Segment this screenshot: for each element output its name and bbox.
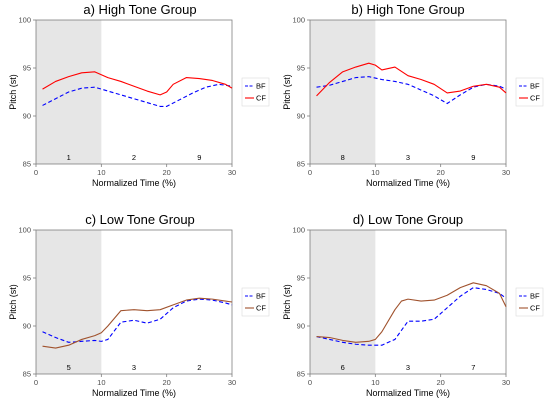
y-tick-label: 95 (297, 64, 305, 73)
y-tick-label: 100 (18, 226, 31, 235)
panel-title: a) High Tone Group (83, 2, 196, 17)
segment-label: 8 (341, 153, 345, 162)
x-tick-label: 20 (436, 168, 444, 177)
y-axis-title: Pitch (st) (8, 284, 18, 320)
x-tick-label: 10 (371, 378, 379, 387)
y-tick-label: 95 (297, 274, 305, 283)
legend-label: CF (530, 304, 540, 313)
x-tick-label: 30 (502, 168, 510, 177)
segment-label: 6 (341, 363, 345, 372)
x-tick-label: 0 (34, 168, 38, 177)
segment-label: 7 (471, 363, 475, 372)
series-line-cf (42, 297, 233, 349)
y-axis-title: Pitch (st) (282, 74, 292, 110)
y-tick-label: 85 (297, 370, 305, 379)
y-tick-label: 85 (23, 370, 31, 379)
plot-frame (309, 229, 507, 375)
y-tick-label: 90 (23, 112, 31, 121)
series-line-bf (316, 76, 507, 105)
x-axis-title: Normalized Time (%) (366, 178, 450, 188)
legend-label: BF (530, 292, 540, 301)
x-axis-title: Normalized Time (%) (92, 178, 176, 188)
segment-label: 9 (197, 153, 201, 162)
x-axis-title: Normalized Time (%) (366, 388, 450, 398)
x-tick-label: 10 (97, 168, 105, 177)
plot-frame (35, 19, 233, 165)
x-tick-label: 0 (308, 168, 312, 177)
series-line-bf (316, 287, 507, 346)
x-tick-label: 30 (502, 378, 510, 387)
panel-title: d) Low Tone Group (353, 212, 463, 227)
y-tick-label: 85 (23, 160, 31, 169)
legend-box (515, 77, 544, 107)
y-tick-label: 90 (23, 322, 31, 331)
segment-label: 5 (67, 363, 71, 372)
y-axis-title: Pitch (st) (8, 74, 18, 110)
x-tick-label: 20 (162, 378, 170, 387)
y-tick-label: 90 (297, 322, 305, 331)
legend-label: BF (256, 82, 266, 91)
series-line-cf (42, 71, 233, 96)
shaded-region (36, 230, 102, 374)
chart-panel-3: c) Low Tone Group 85 90 95 100 0 10 20 30 Normali… (8, 212, 270, 398)
x-tick-label: 20 (162, 168, 170, 177)
y-tick-label: 85 (297, 160, 305, 169)
x-tick-label: 30 (228, 168, 236, 177)
y-tick-label: 100 (292, 226, 305, 235)
y-tick-label: 95 (23, 64, 31, 73)
series-line-cf (316, 62, 507, 97)
series-line-bf (42, 83, 233, 107)
x-tick-label: 10 (97, 378, 105, 387)
legend-box (515, 287, 544, 317)
panel-title: c) Low Tone Group (85, 212, 195, 227)
legend-label: BF (530, 82, 540, 91)
legend-label: CF (256, 304, 266, 313)
chart-panel-1: a) High Tone Group 85 90 95 100 0 10 20 30 Normal… (8, 2, 270, 188)
legend-label: CF (256, 94, 266, 103)
y-tick-label: 95 (23, 274, 31, 283)
y-tick-label: 100 (18, 16, 31, 25)
segment-label: 3 (406, 363, 410, 372)
chart-panel-4: d) Low Tone Group 85 90 95 100 0 10 20 30 Normali… (282, 212, 544, 398)
y-tick-label: 100 (292, 16, 305, 25)
shaded-region (310, 230, 376, 374)
x-tick-label: 0 (308, 378, 312, 387)
legend-box (241, 77, 270, 107)
chart-panel-2: b) High Tone Group 85 90 95 100 0 10 20 30 Normal… (282, 2, 544, 188)
legend-label: BF (256, 292, 266, 301)
plot-frame (309, 19, 507, 165)
x-axis-title: Normalized Time (%) (92, 388, 176, 398)
segment-label: 2 (197, 363, 201, 372)
segment-label: 3 (406, 153, 410, 162)
legend-label: CF (530, 94, 540, 103)
y-axis-title: Pitch (st) (282, 284, 292, 320)
series-line-bf (42, 298, 233, 343)
panel-title: b) High Tone Group (351, 2, 464, 17)
legend-box (241, 287, 270, 317)
x-tick-label: 10 (371, 168, 379, 177)
segment-label: 3 (132, 363, 136, 372)
x-tick-label: 30 (228, 378, 236, 387)
x-tick-label: 20 (436, 378, 444, 387)
y-tick-label: 90 (297, 112, 305, 121)
segment-label: 9 (471, 153, 475, 162)
series-line-cf (316, 282, 507, 343)
segment-label: 1 (67, 153, 71, 162)
segment-label: 2 (132, 153, 136, 162)
x-tick-label: 0 (34, 378, 38, 387)
